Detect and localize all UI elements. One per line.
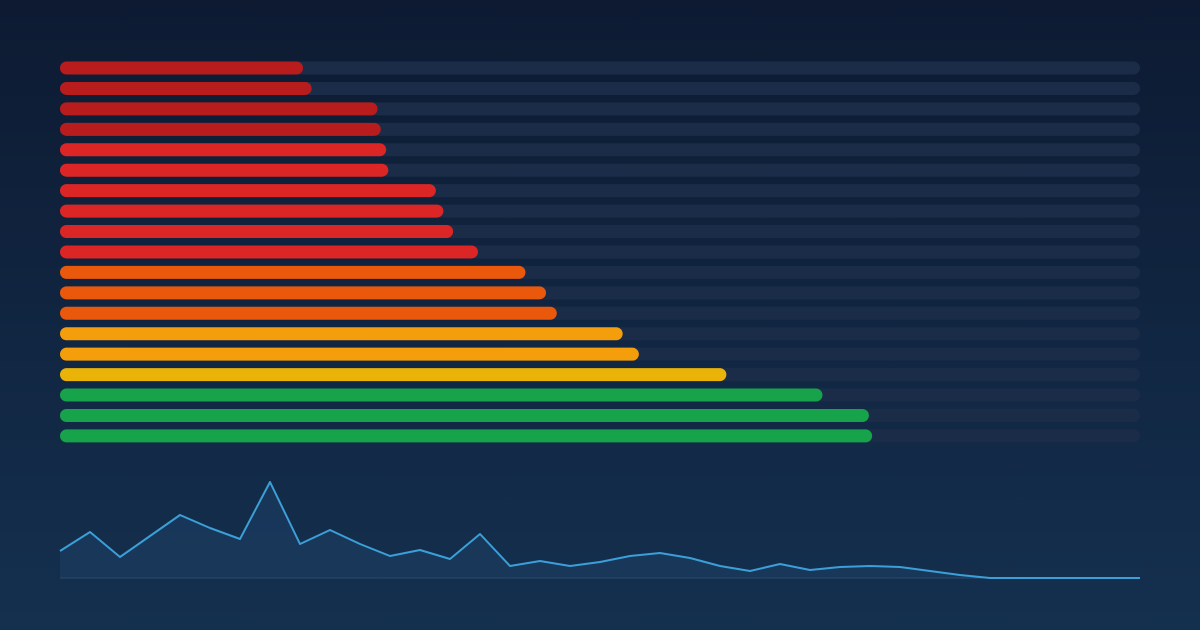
bar [60,368,727,382]
track [60,81,1140,95]
bar [60,143,387,157]
track [60,61,1140,75]
bar [60,204,444,218]
line [59,481,1140,579]
bar [60,122,381,136]
bar [60,81,312,95]
bar [60,286,546,300]
bar [60,61,303,75]
bar [60,388,823,402]
area-fill [60,482,1140,578]
bar [60,265,526,279]
bar [60,327,623,341]
bar [60,184,436,198]
bar [60,225,454,239]
bar [60,163,389,177]
bar [60,429,873,443]
bar [60,245,478,259]
bar [60,408,869,422]
bar [60,347,639,361]
bar [60,102,378,116]
bar [60,306,557,320]
